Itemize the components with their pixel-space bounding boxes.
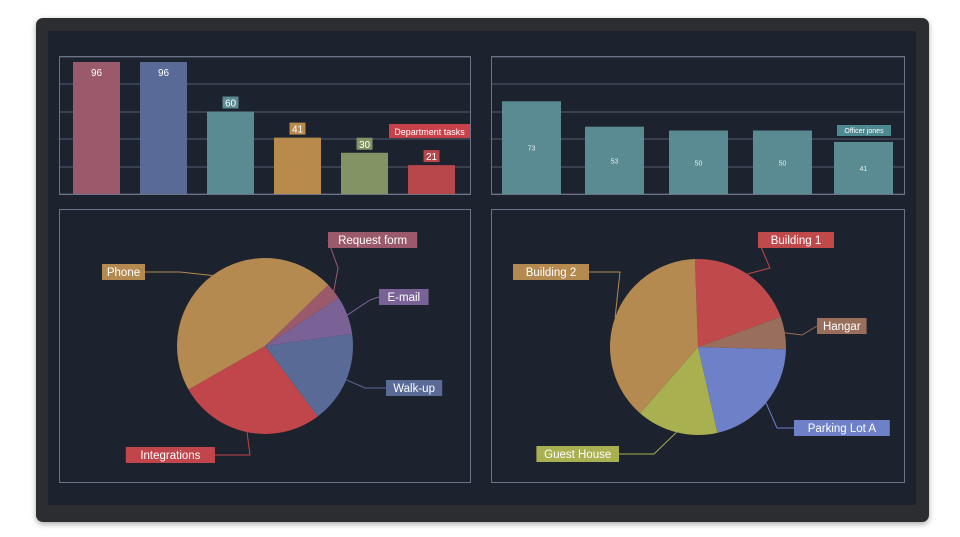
- bar-value-label: 96: [158, 68, 170, 79]
- slice-label-badge: [328, 232, 418, 248]
- department-tasks-bar-chart: 96 96 60 41 30 21 Department tasks: [59, 56, 471, 195]
- leader-line: [347, 296, 380, 316]
- bar: [274, 137, 321, 194]
- bar: [834, 141, 893, 194]
- slice-label: Request form: [338, 235, 407, 247]
- bar-value-label: 50: [779, 160, 787, 167]
- pie-slice: [640, 347, 718, 435]
- leader-line: [215, 432, 251, 456]
- slice-label-badge: [536, 446, 619, 462]
- slice-label-badge: [758, 232, 834, 248]
- leader-line: [589, 271, 621, 318]
- bar-value-badge: [356, 137, 373, 150]
- leader-line: [765, 402, 794, 429]
- slice-label: Building 1: [771, 235, 822, 247]
- bar: [207, 111, 254, 194]
- bar-value-label: 21: [426, 152, 438, 163]
- bar-value-label: 30: [359, 140, 371, 151]
- leader-line: [346, 379, 386, 389]
- bar-value-label: 41: [292, 125, 304, 136]
- pie-slice: [698, 347, 786, 433]
- pie-slice: [188, 346, 318, 434]
- bar-value-label: 53: [611, 158, 619, 165]
- pie-slice: [694, 259, 781, 347]
- slice-label-badge: [513, 264, 589, 280]
- pie-slice: [265, 284, 339, 346]
- slice-label: Integrations: [140, 450, 200, 462]
- bar-value-badge: [289, 122, 306, 135]
- pie-slice: [265, 297, 353, 346]
- annotation-label: Officer jones: [844, 128, 884, 135]
- location-pie-chart: Building 1 Hangar Parking Lot A Guest House…: [491, 209, 905, 483]
- slice-label-badge: [379, 289, 429, 305]
- bar-value-label: 41: [860, 166, 868, 173]
- bar: [585, 126, 644, 194]
- bar-value-label: 60: [225, 99, 237, 110]
- leader-line: [619, 431, 677, 455]
- bar: [753, 130, 812, 194]
- bar-value-badge: [222, 96, 239, 109]
- bar-value-label: 96: [91, 68, 103, 79]
- bar: [140, 62, 187, 194]
- leader-line: [784, 325, 818, 336]
- slice-label: Parking Lot A: [808, 423, 877, 435]
- bar-value-label: 73: [528, 146, 536, 153]
- slice-label: Phone: [107, 267, 140, 279]
- annotation-badge: [837, 125, 891, 136]
- annotation-badge: [389, 124, 470, 138]
- officer-bar-chart: 73 53 50 50 41 Officer jones: [491, 56, 905, 195]
- slice-label-badge: [125, 447, 215, 463]
- slice-label-badge: [794, 420, 890, 436]
- bar: [669, 130, 728, 194]
- slice-label: Building 2: [526, 267, 577, 279]
- leader-line: [145, 271, 213, 277]
- slice-label: Guest House: [544, 449, 611, 461]
- bar: [408, 165, 455, 194]
- pie-slice: [698, 316, 786, 350]
- annotation-label: Department tasks: [394, 127, 465, 137]
- leader-line: [327, 239, 339, 292]
- slice-label: Hangar: [823, 321, 861, 333]
- slice-label-badge: [817, 318, 867, 334]
- leader-line: [747, 239, 771, 275]
- bar: [502, 101, 561, 194]
- request-source-pie-chart: Request form E-mail Walk-up Integrations Pho…: [59, 209, 471, 483]
- bar: [341, 152, 388, 194]
- dashboard-screen: [48, 31, 916, 505]
- slice-label-badge: [102, 264, 145, 280]
- pie-slice: [610, 259, 698, 414]
- slice-label-badge: [386, 380, 443, 396]
- bar: [73, 62, 120, 194]
- slice-label: Walk-up: [393, 383, 435, 395]
- pie-slice: [176, 257, 329, 390]
- bar-value-label: 50: [695, 160, 703, 167]
- bar-value-badge: [423, 150, 440, 163]
- slice-label: E-mail: [388, 292, 421, 304]
- pie-slice: [265, 333, 353, 417]
